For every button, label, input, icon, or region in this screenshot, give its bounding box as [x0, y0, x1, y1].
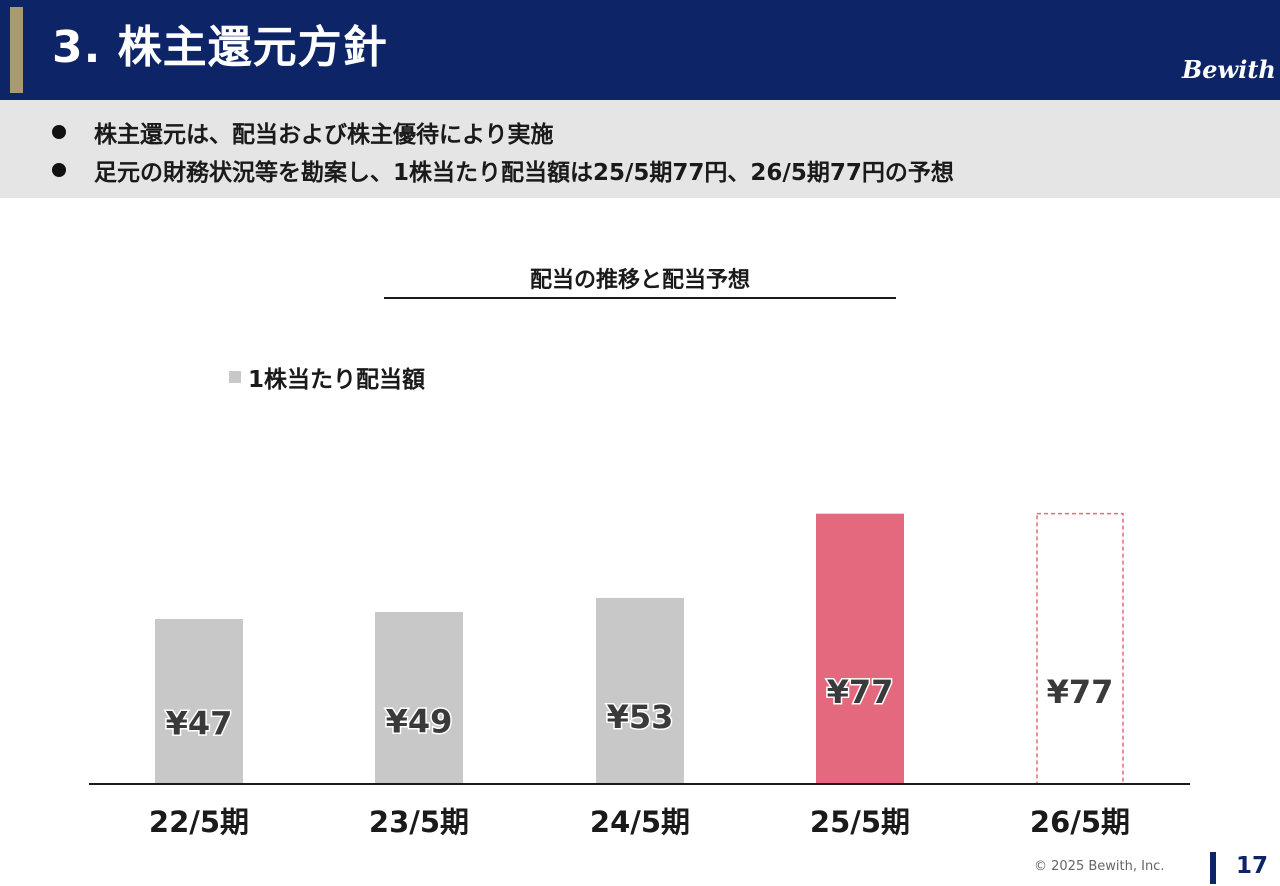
bullet-item: 足元の財務状況等を勘案し、1株当たり配当額は25/5期77円、26/5期77円の… [52, 154, 954, 186]
x-tick-label: 23/5期 [369, 805, 469, 839]
legend-label: 1株当たり配当額 [248, 367, 426, 393]
page-title: 3. 株主還元方針 [52, 22, 388, 73]
x-tick-label: 22/5期 [149, 805, 249, 839]
header-bar: 3. 株主還元方針 Bewith [0, 0, 1280, 100]
page-number-bar [1210, 852, 1216, 884]
bullet-text: 足元の財務状況等を勘案し、1株当たり配当額は25/5期77円、26/5期77円の… [94, 160, 954, 186]
bullet-dot-icon [52, 163, 66, 177]
x-tick-label: 24/5期 [590, 805, 690, 839]
bar [596, 597, 684, 784]
bullet-dot-icon [52, 125, 66, 139]
chart-title-underline [384, 297, 896, 299]
header-accent-stripe [10, 7, 23, 93]
legend-swatch [229, 371, 241, 383]
bullet-item: 株主還元は、配当および株主優待により実施 [52, 116, 554, 148]
copyright-text: © 2025 Bewith, Inc. [1034, 859, 1165, 874]
summary-panel: 株主還元は、配当および株主優待により実施 足元の財務状況等を勘案し、1株当たり配… [0, 100, 1280, 198]
data-label: ¥47 [166, 705, 233, 743]
chart-legend: 1株当たり配当額 [229, 360, 425, 394]
x-tick-label: 25/5期 [810, 805, 910, 839]
data-label: ¥77 [1047, 673, 1114, 711]
chart-title: 配当の推移と配当予想 [529, 268, 750, 293]
bar [155, 619, 243, 784]
brand-logo: Bewith [1182, 55, 1276, 84]
page-number: 17 [1236, 853, 1269, 879]
data-label: ¥77 [827, 673, 894, 711]
data-label: ¥53 [607, 698, 674, 736]
data-label: ¥49 [386, 702, 453, 740]
x-tick-label: 26/5期 [1030, 805, 1130, 839]
bar-forecast [1036, 512, 1124, 785]
bar [375, 611, 463, 784]
bar [816, 513, 904, 784]
bullet-text: 株主還元は、配当および株主優待により実施 [94, 122, 554, 148]
